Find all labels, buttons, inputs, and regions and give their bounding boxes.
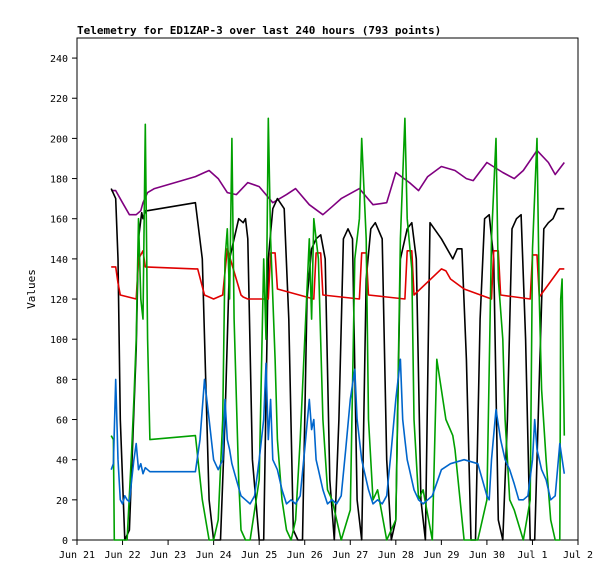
x-tick-label: Jun 22 (104, 550, 140, 561)
y-tick-label: 180 (50, 175, 68, 186)
y-tick-label: 200 (50, 134, 68, 145)
y-tick-label: 240 (50, 54, 68, 65)
x-tick-label: Jun 29 (423, 550, 459, 561)
y-axis: 0 20 40 60 80 100 120 140 160 180 200 220 240 (50, 54, 77, 547)
series-line-1 (111, 149, 565, 216)
chart-title: Telemetry for ED1ZAP-3 over last 240 hou… (77, 24, 441, 37)
x-tick-label: Jun 23 (150, 550, 186, 561)
y-tick-label: 120 (50, 295, 68, 306)
y-axis-label: Values (25, 269, 38, 309)
y-tick-label: 100 (50, 335, 68, 346)
x-tick-label: Jun 26 (287, 550, 323, 561)
x-tick-label: Jul 1 (517, 550, 547, 561)
y-tick-label: 0 (62, 536, 68, 547)
y-tick-label: 80 (56, 375, 68, 386)
x-tick-label: Jun 27 (332, 550, 368, 561)
x-tick-label: Jun 21 (59, 550, 95, 561)
x-axis: Jun 21 Jun 22 Jun 23 Jun 24 Jun 25 Jun 26 Jun … (59, 540, 593, 561)
y-tick-label: 40 (56, 456, 68, 467)
x-tick-label: Jun 25 (241, 550, 277, 561)
plot-frame (76, 37, 579, 541)
y-tick-label: 20 (56, 496, 68, 507)
x-tick-label: Jun 30 (469, 550, 505, 561)
y-tick-label: 220 (50, 94, 68, 105)
series-layer (110, 117, 566, 541)
y-tick-label: 160 (50, 215, 68, 226)
y-tick-label: 140 (50, 255, 68, 266)
x-tick-label: Jun 24 (196, 550, 232, 561)
series-line-4 (110, 117, 566, 541)
series-line-5 (110, 358, 566, 505)
x-tick-label: Jun 28 (378, 550, 414, 561)
series-line-2 (110, 188, 565, 541)
x-tick-label: Jul 2 (563, 550, 593, 561)
y-tick-label: 60 (56, 416, 68, 427)
